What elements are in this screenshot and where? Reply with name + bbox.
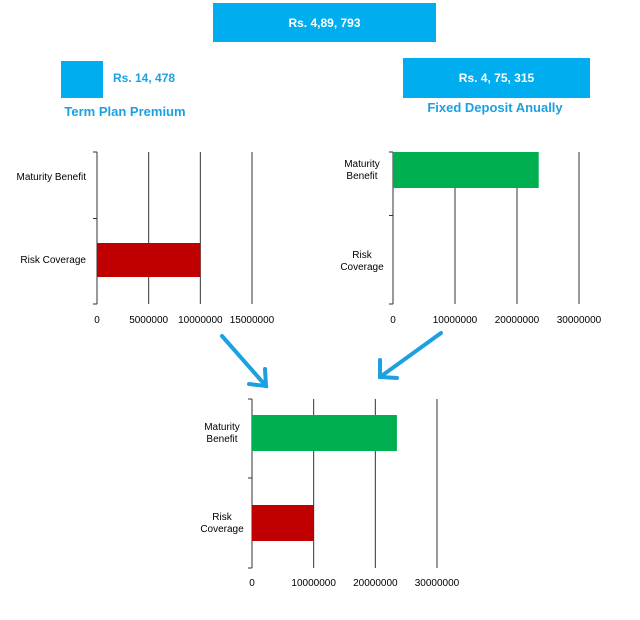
y-category-label: Coverage [200, 524, 244, 535]
y-category-label: Maturity Benefit [17, 172, 87, 183]
term-plan-swatch [61, 61, 103, 98]
y-category-label: Risk [212, 512, 232, 523]
x-tick-label: 30000000 [557, 315, 602, 326]
term-plan-value: Rs. 14, 478 [113, 71, 176, 85]
x-tick-label: 20000000 [495, 315, 540, 326]
x-tick-label: 10000000 [291, 578, 336, 589]
x-tick-label: 0 [94, 315, 100, 326]
x-tick-label: 0 [390, 315, 396, 326]
y-category-label: Maturity [204, 422, 240, 433]
fixed-deposit-value: Rs. 4, 75, 315 [458, 71, 535, 85]
y-category-label: Maturity [344, 159, 380, 170]
bar-risk-coverage [97, 243, 201, 277]
x-tick-label: 20000000 [353, 578, 398, 589]
arrow-down-right-icon [220, 334, 269, 389]
total-amount-label: Rs. 4,89, 793 [288, 15, 361, 30]
y-category-label: Coverage [340, 262, 384, 273]
y-category-label: Benefit [206, 434, 237, 445]
x-tick-label: 10000000 [433, 315, 478, 326]
bar-risk-coverage [252, 505, 314, 541]
x-tick-label: 15000000 [230, 315, 275, 326]
total-amount-box: Rs. 4,89, 793 [213, 3, 436, 42]
y-category-label: Risk Coverage [20, 255, 86, 266]
x-tick-label: 5000000 [129, 315, 168, 326]
y-category-label: Benefit [346, 171, 377, 182]
fixed-deposit-box: Rs. 4, 75, 315 [403, 58, 590, 98]
x-tick-label: 0 [249, 578, 255, 589]
bar-maturity-benefit [252, 415, 397, 451]
term-plan-caption: Term Plan Premium [64, 104, 186, 119]
arrow-down-left-icon [378, 331, 443, 380]
bar-maturity-benefit [393, 152, 539, 188]
x-tick-label: 10000000 [178, 315, 223, 326]
x-tick-label: 30000000 [415, 578, 460, 589]
y-category-label: Risk [352, 250, 372, 261]
fixed-deposit-caption: Fixed Deposit Anually [427, 100, 563, 115]
